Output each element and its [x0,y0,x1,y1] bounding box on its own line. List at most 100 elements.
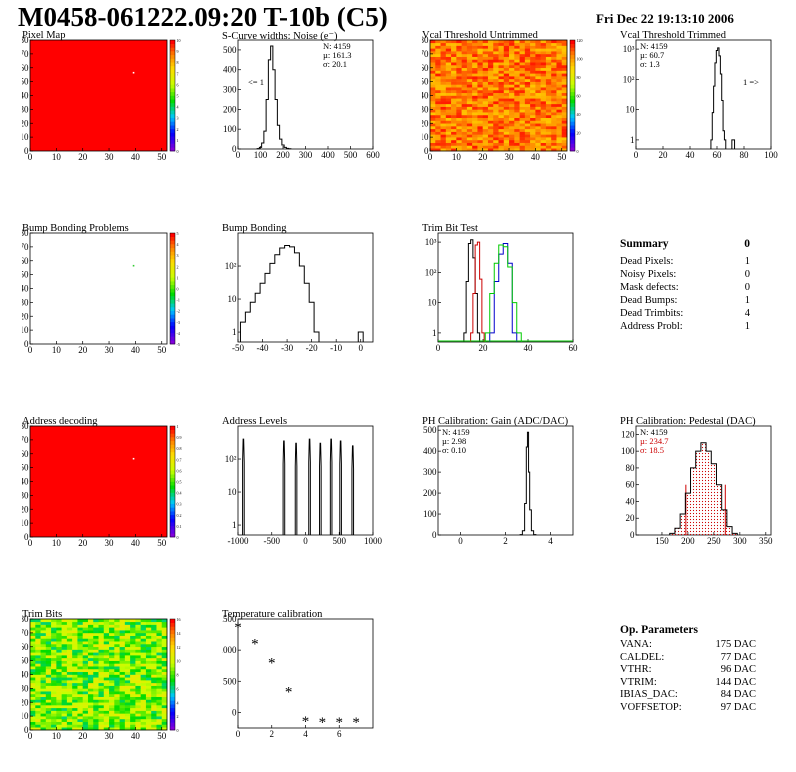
heatmap-cell [151,643,157,648]
heatmap-cell [130,668,136,673]
heatmap-cell [145,685,152,689]
heatmap-cell [56,691,62,695]
heatmap-cell [561,145,568,149]
heatmap-cell [30,688,36,692]
heatmap-cell [66,619,73,623]
heatmap-cell [114,705,120,709]
heatmap-cell [124,638,131,642]
heatmap-cell [82,632,89,636]
heatmap-cell [156,724,163,728]
colorbar-segment [170,117,175,122]
y-tick-label: 10 [22,711,29,721]
heatmap-cell [456,106,462,110]
heatmap-cell [40,638,47,642]
heatmap-cell [561,48,568,52]
colorbar-segment [170,622,175,627]
heatmap-cell [66,693,73,697]
heatmap-cell [156,727,163,731]
heatmap-cell [93,713,99,717]
heatmap-cell [145,721,152,725]
heatmap-cell [519,131,526,135]
heatmap-cell [30,632,36,636]
plot-frame [437,232,574,343]
heatmap-cell [140,646,147,650]
colorbar-tick-label: 40 [577,112,581,117]
heatmap-cell [556,98,563,102]
heatmap-cell [477,148,483,152]
heatmap-cell [161,718,168,722]
heatmap-cell [114,655,120,659]
heatmap-cell [503,81,510,85]
y-tick-label: 70 [22,242,29,252]
heatmap-cell [556,103,563,107]
heatmap-cell [56,655,62,659]
heatmap-cell [135,666,141,670]
heatmap-cell [98,666,105,670]
colorbar-tick-label: 0.6 [177,468,182,473]
heatmap-cell [435,73,441,77]
heatmap-cell [482,48,489,52]
heatmap-cell [45,702,52,706]
heatmap-cell [509,145,515,149]
heatmap-cell [551,42,557,46]
heatmap-cell [145,652,152,656]
heatmap-cell [56,619,62,623]
x-tick-label: 500 [344,150,358,160]
heatmap-cell [535,123,541,127]
heatmap-cell [535,81,541,85]
heatmap-cell [445,114,452,118]
heatmap-cell [161,702,168,706]
stats-line: N: 4159 [640,41,668,51]
colorbar-segment [170,722,175,727]
colorbar-segment [170,84,175,89]
heatmap-cell [151,652,157,656]
heatmap-cell [124,688,131,692]
heatmap-cell [561,78,568,82]
heatmap-cell [466,137,473,141]
heatmap-cell [87,713,94,717]
y-tick-label: 60 [22,63,29,73]
heatmap-cell [98,663,105,667]
heatmap-cell [140,707,147,711]
panel-title: Address decoding [22,416,98,427]
heatmap-cell [35,632,41,636]
colorbar-tick-label: -3 [177,320,180,325]
heatmap-cell [93,677,99,681]
heatmap-cell [161,638,168,642]
heatmap-cell [487,53,494,57]
heatmap-cell [509,134,515,138]
heatmap-cell [430,45,436,49]
heatmap-cell [40,663,47,667]
heatmap-cell [498,45,505,49]
heatmap-cell [35,649,41,653]
heatmap-cell [119,671,126,675]
heatmap-cell [498,40,505,44]
heatmap-cell [498,48,505,52]
heatmap-cell [535,84,541,88]
heatmap-cell [135,621,141,625]
y-tick-label: 10² [425,267,437,277]
heatmap-cell [82,668,89,673]
heatmap-cell [135,649,141,653]
heatmap-cell [445,145,452,149]
heatmap-cell [487,59,494,63]
heatmap-cell [45,663,52,667]
heatmap-cell [35,696,41,700]
heatmap-cell [124,655,131,659]
heatmap-cell [545,78,552,82]
heatmap-cell [145,710,152,714]
x-tick-label: 80 [740,150,750,160]
heatmap-cell [461,117,468,121]
heatmap-cell [514,84,520,88]
heatmap-cell [135,693,141,697]
heatmap-cell [82,707,89,711]
heatmap-cell [445,139,452,143]
panel-address-decoding: Address decoding 01020304050010203040506… [20,416,192,548]
y-tick-label: 50 [422,77,429,87]
heatmap-cell [493,92,499,96]
heatmap-cell [461,89,468,94]
heatmap-cell [56,671,62,675]
heatmap-cell [77,641,83,645]
heatmap-cell [451,142,457,146]
heatmap-cell [451,106,457,110]
